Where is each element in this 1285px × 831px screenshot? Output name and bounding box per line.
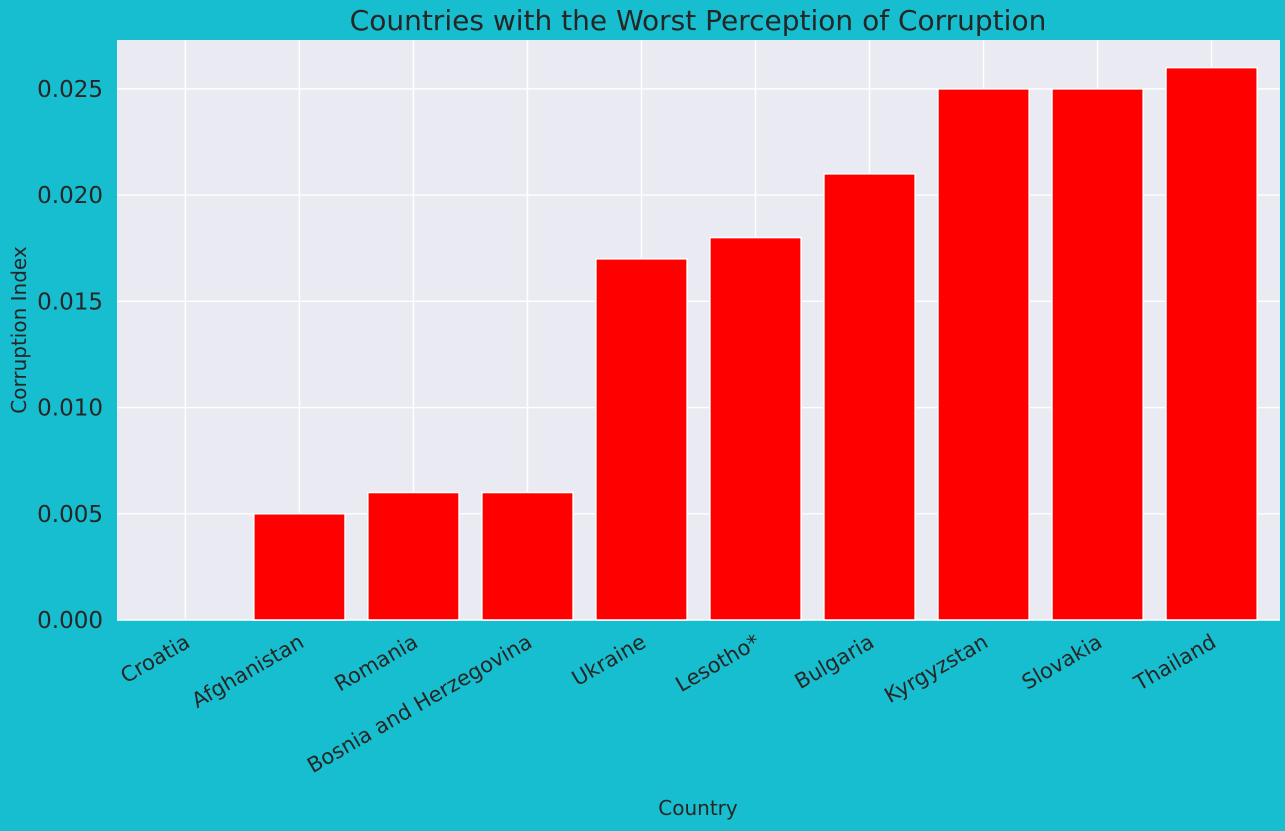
chart-title: Countries with the Worst Perception of C… [350,4,1047,37]
bar-ukraine [595,258,688,621]
y-tick-label: 0.000 [37,608,103,634]
x-tick-label: Bulgaria [791,630,878,694]
bar-romania [367,491,460,621]
bar-kyrgyzstan [937,88,1030,621]
x-tick-label: Ukraine [568,630,650,691]
bar-bosnia-and-herzegovina [481,491,574,621]
bar-bulgaria [823,173,916,621]
x-tick-label: Lesotho* [672,630,764,697]
y-tick-label: 0.025 [37,77,103,103]
x-tick-label: Slovakia [1018,630,1106,695]
bars [253,66,1258,621]
x-tick-label: Thailand [1129,630,1220,696]
y-tick-label: 0.010 [37,396,103,422]
bar-lesotho [709,236,802,621]
y-tick-label: 0.015 [37,289,103,315]
x-tick-label: Afghanistan [188,630,308,713]
bar-thailand [1165,66,1258,621]
x-tick-label: Romania [330,630,422,697]
x-tick-label: Kyrgyzstan [880,630,992,708]
y-axis-label: Corruption Index [7,246,31,414]
x-axis-label: Country [658,796,738,820]
bar-afghanistan [253,513,346,621]
bar-slovakia [1051,88,1144,621]
y-tick-label: 0.005 [37,502,103,528]
y-tick-label: 0.020 [37,183,103,209]
x-tick-label: Croatia [117,630,194,689]
x-tick-label: Bosnia and Herzegovina [303,630,536,778]
y-axis-ticks: 0.000 0.005 0.010 0.015 0.020 0.025 [37,77,103,634]
